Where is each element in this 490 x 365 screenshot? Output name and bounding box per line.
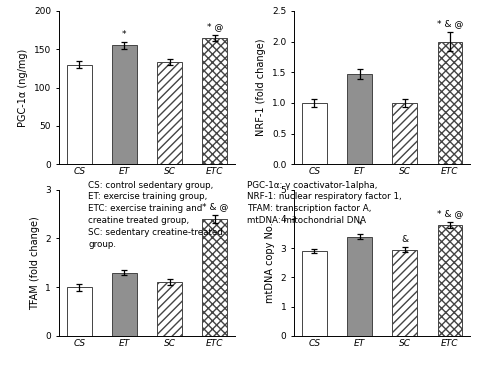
Text: *: *: [357, 221, 362, 230]
Text: * @: * @: [207, 22, 223, 31]
Text: * & @: * & @: [201, 203, 228, 211]
Y-axis label: NRF-1 (fold change): NRF-1 (fold change): [256, 39, 267, 137]
Bar: [112, 273, 137, 336]
Text: &: &: [401, 235, 408, 244]
Bar: [438, 42, 463, 164]
Bar: [202, 219, 227, 336]
Bar: [112, 45, 137, 164]
Bar: [392, 250, 417, 336]
Y-axis label: PGC-1α (ng/mg): PGC-1α (ng/mg): [18, 49, 28, 127]
Bar: [347, 237, 372, 336]
Bar: [392, 103, 417, 164]
Y-axis label: TFAM (fold change): TFAM (fold change): [30, 216, 40, 310]
Bar: [67, 287, 92, 336]
Bar: [438, 225, 463, 336]
Bar: [202, 38, 227, 164]
Bar: [157, 282, 182, 336]
Bar: [347, 74, 372, 164]
Bar: [67, 65, 92, 164]
Bar: [302, 103, 327, 164]
Text: CS: control sedentary group,
ET: exercise training group,
ETC: exercise training: CS: control sedentary group, ET: exercis…: [88, 181, 223, 249]
Text: * & @: * & @: [437, 209, 463, 218]
Bar: [302, 251, 327, 336]
Text: *: *: [122, 30, 126, 39]
Bar: [157, 62, 182, 164]
Text: PGC-1α: γ coactivator-1alpha,
NRF-1: nuclear respiratory factor 1,
TFAM: transcr: PGC-1α: γ coactivator-1alpha, NRF-1: nuc…: [247, 181, 402, 225]
Text: * & @: * & @: [437, 20, 463, 28]
Y-axis label: mtDNA copy No.: mtDNA copy No.: [265, 223, 275, 303]
